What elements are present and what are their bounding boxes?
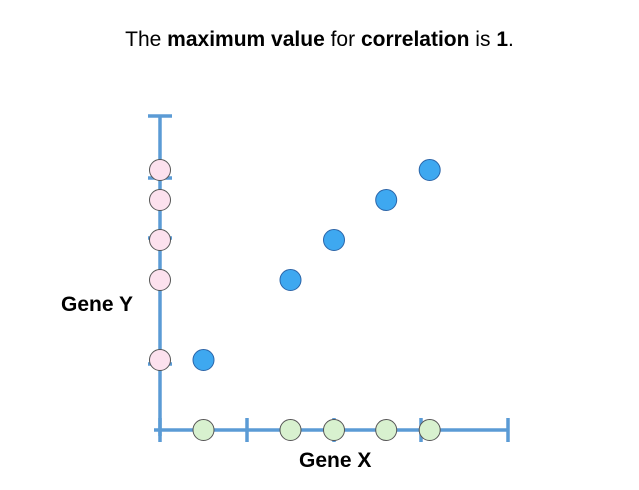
data-points	[192, 159, 441, 371]
data-point	[418, 159, 441, 181]
headline-middle-2: is	[469, 28, 497, 51]
x-projection-marker	[192, 419, 215, 441]
headline-term-correlation: correlation	[360, 28, 470, 51]
headline-prefix: The	[125, 28, 168, 51]
projections	[149, 159, 441, 441]
x-projection-marker	[279, 419, 302, 441]
y-projection-marker	[149, 269, 171, 291]
x-axis-label: Gene X	[299, 449, 372, 472]
axes	[148, 114, 510, 442]
headline: The maximum value for correlation is 1.	[0, 27, 639, 53]
data-point	[192, 349, 215, 371]
data-point	[323, 229, 345, 251]
y-axis-label: Gene Y	[61, 293, 133, 316]
y-projection-marker	[149, 159, 171, 181]
y-projection-marker	[149, 229, 171, 251]
data-point	[375, 189, 398, 211]
headline-suffix: .	[508, 28, 514, 51]
headline-value: 1	[496, 28, 508, 51]
y-projection-marker	[149, 189, 171, 211]
data-point	[279, 269, 302, 291]
headline-middle-1: for	[324, 28, 361, 51]
x-projection-marker	[323, 419, 345, 441]
x-projection-marker	[375, 419, 398, 441]
x-projection-marker	[418, 419, 441, 441]
headline-term-maximum-value: maximum value	[167, 28, 325, 51]
y-projection-marker	[149, 349, 171, 371]
